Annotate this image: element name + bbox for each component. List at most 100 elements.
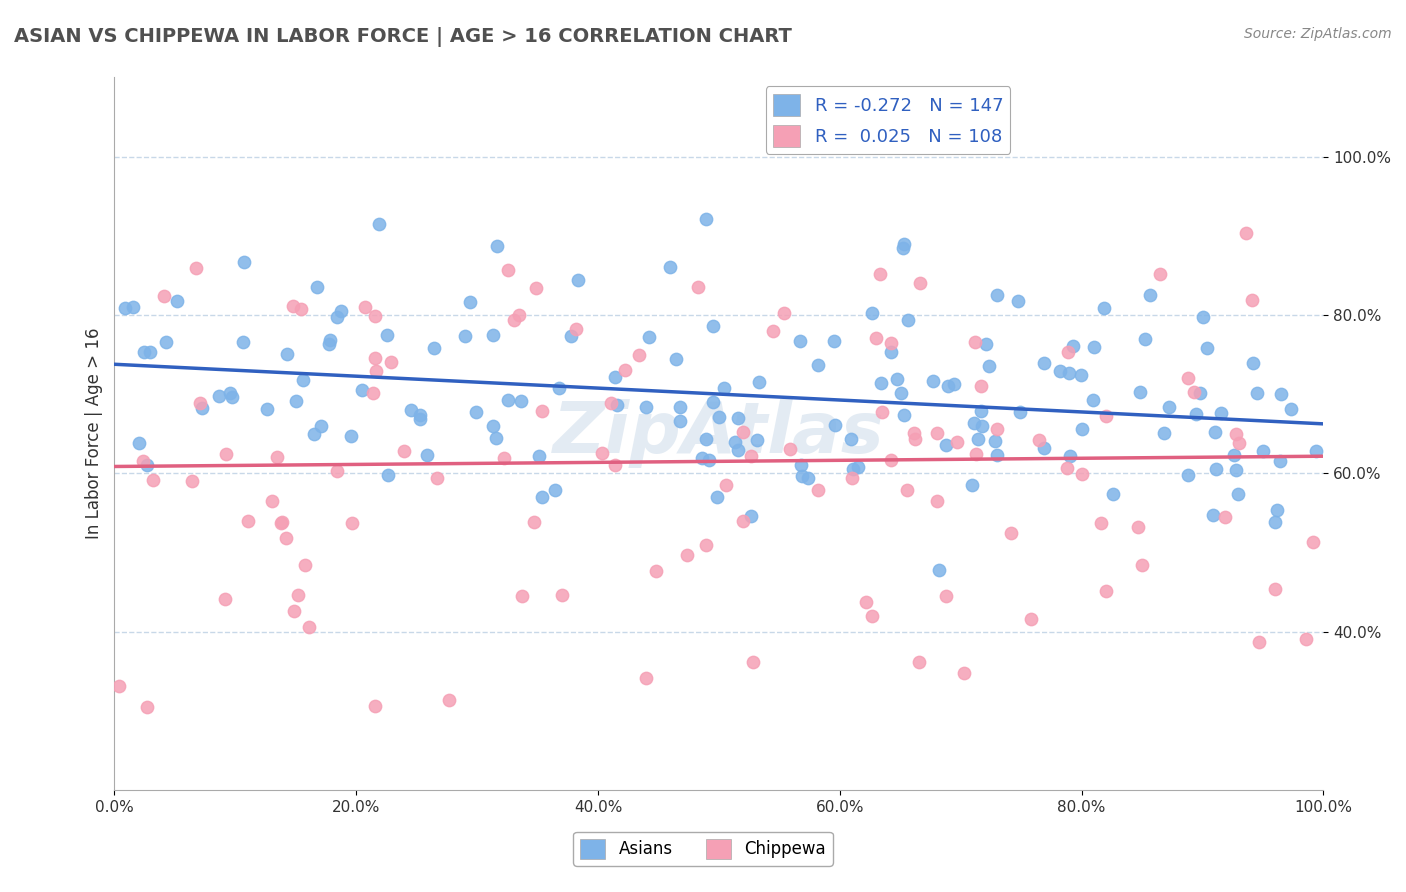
Point (733, 515, 755, 529)
Point (1247, 634, 1270, 648)
Point (214, 591, 236, 606)
Point (302, 427, 325, 442)
Point (190, 401, 212, 415)
Point (942, 376, 965, 391)
Point (1008, 405, 1031, 419)
Point (416, 448, 439, 462)
Point (860, 306, 883, 320)
Point (893, 236, 915, 251)
Point (1126, 520, 1149, 534)
Point (567, 273, 589, 287)
Point (547, 381, 569, 395)
Point (714, 477, 737, 491)
Point (893, 409, 915, 423)
Point (1182, 385, 1205, 400)
Point (294, 558, 316, 572)
Point (614, 363, 637, 377)
Point (823, 334, 845, 348)
Point (605, 369, 627, 384)
Point (970, 404, 993, 418)
Point (1000, 526, 1022, 541)
Point (1234, 227, 1257, 241)
Point (935, 589, 957, 603)
Point (276, 347, 298, 361)
Point (1195, 341, 1218, 355)
Point (1139, 288, 1161, 302)
Point (1191, 310, 1213, 324)
Point (741, 655, 763, 669)
Point (668, 401, 690, 415)
Text: ZipAtlas: ZipAtlas (553, 399, 884, 468)
Point (855, 594, 877, 608)
Point (748, 375, 770, 389)
Point (903, 425, 925, 440)
Point (481, 327, 503, 342)
Point (636, 671, 658, 685)
Point (779, 442, 801, 456)
Point (658, 260, 681, 274)
Point (364, 351, 387, 365)
Point (807, 483, 830, 497)
Point (309, 419, 332, 434)
Point (965, 447, 987, 461)
Point (695, 211, 717, 226)
Point (879, 452, 901, 467)
Point (510, 589, 533, 603)
Point (1129, 385, 1152, 400)
Point (966, 432, 988, 446)
Point (1177, 371, 1199, 385)
Point (1133, 333, 1156, 347)
Point (1189, 385, 1212, 400)
Point (806, 358, 828, 372)
Point (271, 516, 294, 530)
Point (1279, 401, 1302, 416)
Point (326, 464, 349, 478)
Point (591, 446, 613, 460)
Point (1092, 301, 1115, 316)
Point (638, 329, 661, 343)
Point (963, 335, 986, 350)
Point (724, 435, 747, 450)
Point (408, 412, 430, 426)
Legend: R = -0.272   N = 147, R =  0.025   N = 108: R = -0.272 N = 147, R = 0.025 N = 108 (766, 87, 1011, 154)
Point (773, 306, 796, 320)
Point (886, 372, 908, 386)
Point (135, 458, 157, 472)
Point (936, 378, 959, 392)
Point (600, 395, 623, 409)
Point (155, 334, 177, 349)
Point (1246, 385, 1268, 400)
Point (426, 471, 449, 485)
Point (508, 308, 530, 322)
Point (1227, 435, 1250, 450)
Point (364, 699, 387, 714)
Point (524, 281, 547, 295)
Point (1062, 339, 1084, 353)
Point (860, 609, 883, 624)
Point (1185, 407, 1208, 421)
Point (560, 329, 582, 343)
Point (890, 385, 912, 400)
Point (842, 462, 865, 476)
Point (731, 425, 754, 440)
Point (841, 471, 863, 485)
Point (238, 514, 260, 528)
Point (1049, 364, 1071, 378)
Point (186, 260, 208, 275)
Point (287, 588, 309, 602)
Point (496, 392, 519, 407)
Point (1095, 409, 1118, 423)
Point (634, 401, 657, 415)
Point (366, 364, 388, 378)
Point (790, 469, 813, 483)
Point (762, 324, 785, 338)
Point (1153, 425, 1175, 440)
Point (740, 449, 762, 463)
Point (605, 398, 627, 412)
Point (925, 425, 948, 440)
Point (645, 564, 668, 578)
Y-axis label: In Labor Force | Age > 16: In Labor Force | Age > 16 (86, 328, 103, 540)
Point (233, 255, 256, 269)
Point (1241, 356, 1264, 370)
Point (865, 331, 887, 345)
